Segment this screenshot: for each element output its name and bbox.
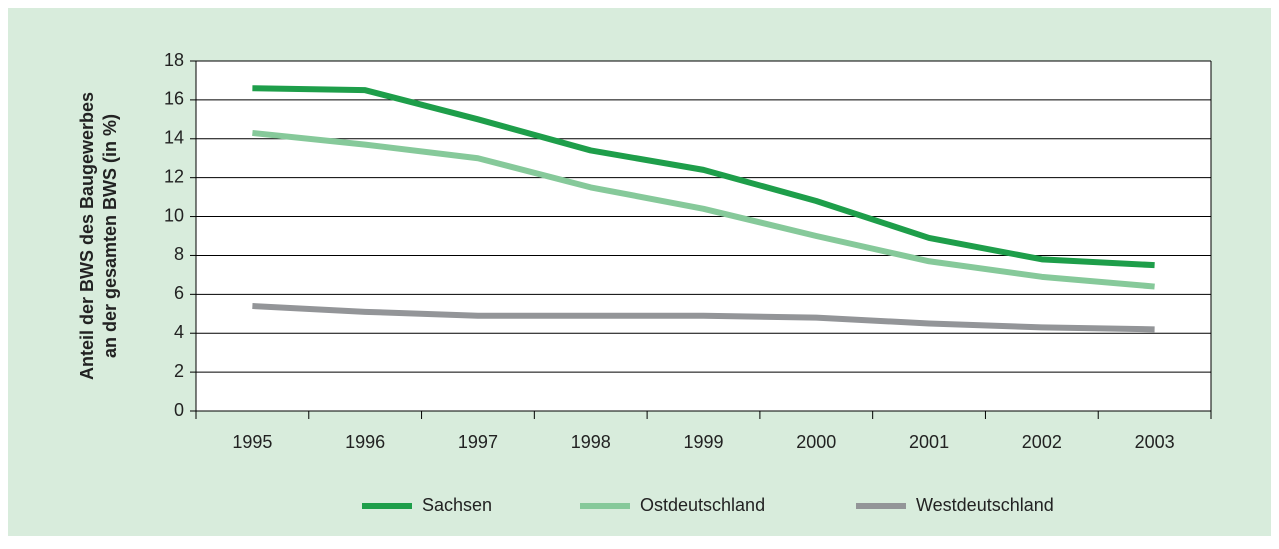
y-tick-label: 8 [174,244,184,264]
y-tick-label: 4 [174,322,184,342]
x-tick-label: 1999 [683,432,723,452]
x-tick-label: 2001 [909,432,949,452]
x-tick-label: 1997 [458,432,498,452]
y-axis-label: Anteil der BWS des Baugewerbes [77,92,97,380]
legend-label: Sachsen [422,495,492,515]
x-tick-label: 1995 [232,432,272,452]
x-tick-label: 1996 [345,432,385,452]
y-tick-label: 14 [164,128,184,148]
y-tick-label: 10 [164,205,184,225]
y-tick-label: 2 [174,361,184,381]
y-tick-label: 18 [164,50,184,70]
x-tick-label: 1998 [571,432,611,452]
line [252,303,1155,333]
y-tick-label: 6 [174,283,184,303]
y-tick-label: 0 [174,400,184,420]
line [252,129,1155,290]
y-tick-label: 16 [164,89,184,109]
legend-label: Westdeutschland [916,495,1054,515]
legend-label: Ostdeutschland [640,495,765,515]
y-axis-label: an der gesamten BWS (in %) [100,114,120,358]
y-tick-label: 12 [164,166,184,186]
x-tick-label: 2003 [1135,432,1175,452]
x-tick-label: 2002 [1022,432,1062,452]
line [252,85,1155,269]
plot-area [196,61,1211,411]
x-tick-label: 2000 [796,432,836,452]
